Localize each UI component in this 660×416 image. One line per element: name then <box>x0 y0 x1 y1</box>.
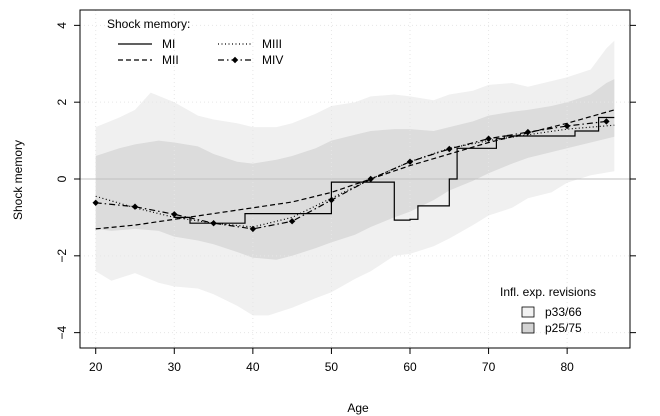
y-tick-label: 0 <box>55 175 69 182</box>
legend-label-p25-75: p25/75 <box>545 321 582 335</box>
series-marker-miv <box>328 196 335 204</box>
legend-label-mii: MII <box>162 53 179 67</box>
y-tick-label: −2 <box>55 249 69 263</box>
series-line-miv <box>95 120 607 230</box>
bands-legend: Infl. exp. revisions p33/66 p25/75 <box>500 285 596 335</box>
x-tick-label: 40 <box>246 360 260 374</box>
x-axis: 20 30 40 50 60 70 80 <box>89 348 574 374</box>
series-marker-miv <box>171 211 178 218</box>
y-tick-label: 4 <box>55 22 69 29</box>
gridlines <box>80 10 630 348</box>
series-marker-miv <box>603 118 610 125</box>
band-p33-66 <box>95 79 615 260</box>
legend-label-p33-66: p33/66 <box>545 305 582 319</box>
x-axis-title: Age <box>347 401 369 415</box>
series-marker-miv <box>524 128 532 136</box>
legend-swatch-p33-66 <box>521 306 535 318</box>
legend-label-miv: MIV <box>262 53 283 67</box>
y-axis: −4 −2 0 2 4 <box>55 22 80 339</box>
series-marker-miv <box>288 218 296 225</box>
series-marker-miv <box>367 175 374 183</box>
series-line-mi <box>174 116 615 224</box>
series-legend: Shock memory: MI MII MIII MIV <box>107 17 283 67</box>
series-marker-miv <box>563 122 571 130</box>
legend-label-mi: MI <box>162 37 175 51</box>
x-tick-label: 80 <box>560 360 574 374</box>
legend-swatch-p25-75 <box>521 322 535 334</box>
series-lines <box>95 109 615 230</box>
series-line-mii <box>95 109 615 230</box>
series-marker-miv <box>210 220 217 227</box>
series-legend-title: Shock memory: <box>107 17 190 31</box>
x-tick-label: 20 <box>89 360 103 374</box>
x-tick-label: 70 <box>482 360 496 374</box>
y-tick-label: −4 <box>55 325 69 339</box>
series-line-miii <box>95 124 615 228</box>
right-axis-ticks <box>630 24 636 334</box>
x-tick-label: 50 <box>325 360 339 374</box>
bands-legend-title: Infl. exp. revisions <box>500 285 596 299</box>
legend-label-miii: MIII <box>262 37 282 51</box>
series-marker-miv <box>249 225 257 233</box>
series-marker-miv <box>446 145 453 153</box>
series-markers <box>92 118 610 233</box>
series-marker-miv <box>92 199 99 206</box>
series-marker-miv <box>131 203 139 210</box>
x-tick-label: 60 <box>403 360 417 374</box>
y-tick-label: 2 <box>55 99 69 106</box>
x-tick-label: 30 <box>168 360 182 374</box>
legend-marker-miv <box>231 56 239 64</box>
series-marker-miv <box>406 158 414 165</box>
uncertainty-bands <box>95 40 615 316</box>
y-axis-title: Shock memory <box>11 140 25 220</box>
series-marker-miv <box>485 135 492 142</box>
